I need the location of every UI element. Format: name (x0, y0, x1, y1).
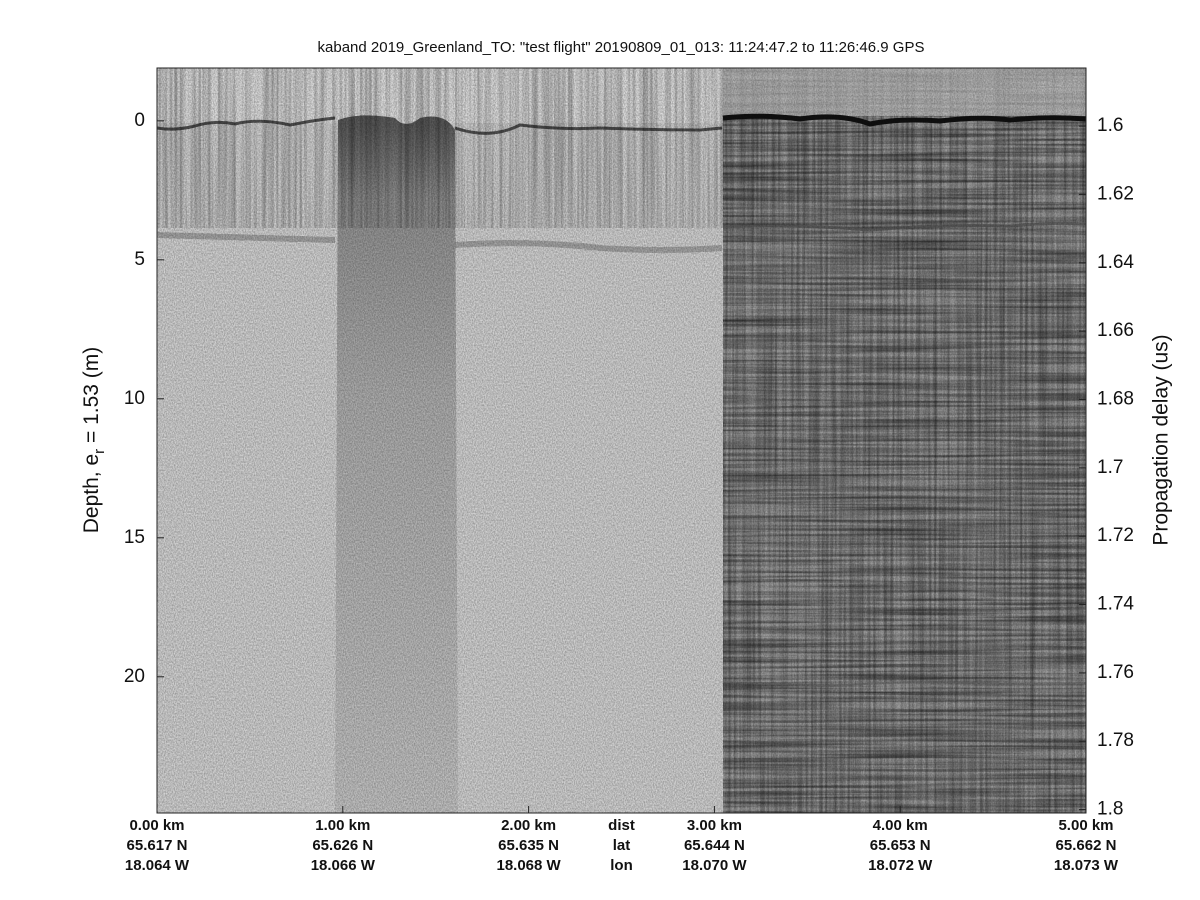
x-tick-label: 1.00 km (315, 817, 370, 834)
y-label-text: Depth, e (80, 454, 103, 533)
y-label-subscript: r (91, 449, 108, 454)
left-streaks (157, 68, 723, 228)
x-row-label: lat (613, 837, 631, 854)
y-axis-label: Depth, er = 1.53 (m) (80, 347, 108, 534)
lon-label: 18.073 W (1054, 857, 1119, 874)
y-label-text: = 1.53 (m) (80, 347, 103, 449)
lon-label: 18.066 W (311, 857, 376, 874)
y-tick-label: 0 (134, 110, 145, 131)
lat-label: 65.653 N (870, 837, 931, 854)
x-tick-label: 5.00 km (1058, 817, 1113, 834)
echogram-image (157, 68, 1086, 813)
y2-tick-label: 1.76 (1097, 662, 1134, 683)
y2-tick-label: 1.74 (1097, 594, 1134, 615)
y-tick-label: 5 (134, 249, 145, 270)
y2-tick-label: 1.7 (1097, 457, 1123, 478)
y2-tick-label: 1.66 (1097, 320, 1134, 341)
x-row-label: lon (610, 857, 633, 874)
x-tick-label: 2.00 km (501, 817, 556, 834)
lat-label: 65.662 N (1056, 837, 1117, 854)
x-tick-label: 4.00 km (873, 817, 928, 834)
right-grain (723, 68, 1086, 813)
lon-label: 18.070 W (682, 857, 747, 874)
lat-label: 65.617 N (127, 837, 188, 854)
lat-label: 65.626 N (312, 837, 373, 854)
y2-tick-label: 1.62 (1097, 183, 1134, 204)
y2-tick-label: 1.6 (1097, 115, 1123, 136)
y2-tick-label: 1.64 (1097, 252, 1134, 273)
y2-axis-label: Propagation delay (us) (1150, 334, 1173, 545)
x-row-label: dist (608, 817, 635, 834)
chart-title: kaband 2019_Greenland_TO: "test flight" … (318, 39, 925, 56)
lat-label: 65.644 N (684, 837, 745, 854)
x-tick-label: 0.00 km (129, 817, 184, 834)
y-tick-label: 15 (124, 527, 145, 548)
lat-label: 65.635 N (498, 837, 559, 854)
lon-label: 18.064 W (125, 857, 190, 874)
y2-tick-label: 1.78 (1097, 730, 1134, 751)
y2-tick-label: 1.8 (1097, 799, 1123, 820)
plot-frame (156, 67, 1087, 814)
y-tick-label: 10 (124, 388, 145, 409)
lon-label: 18.072 W (868, 857, 933, 874)
x-tick-label: 3.00 km (687, 817, 742, 834)
y2-tick-label: 1.72 (1097, 525, 1134, 546)
y-tick-label: 20 (124, 666, 145, 687)
y2-tick-label: 1.68 (1097, 389, 1134, 410)
lon-label: 18.068 W (496, 857, 561, 874)
